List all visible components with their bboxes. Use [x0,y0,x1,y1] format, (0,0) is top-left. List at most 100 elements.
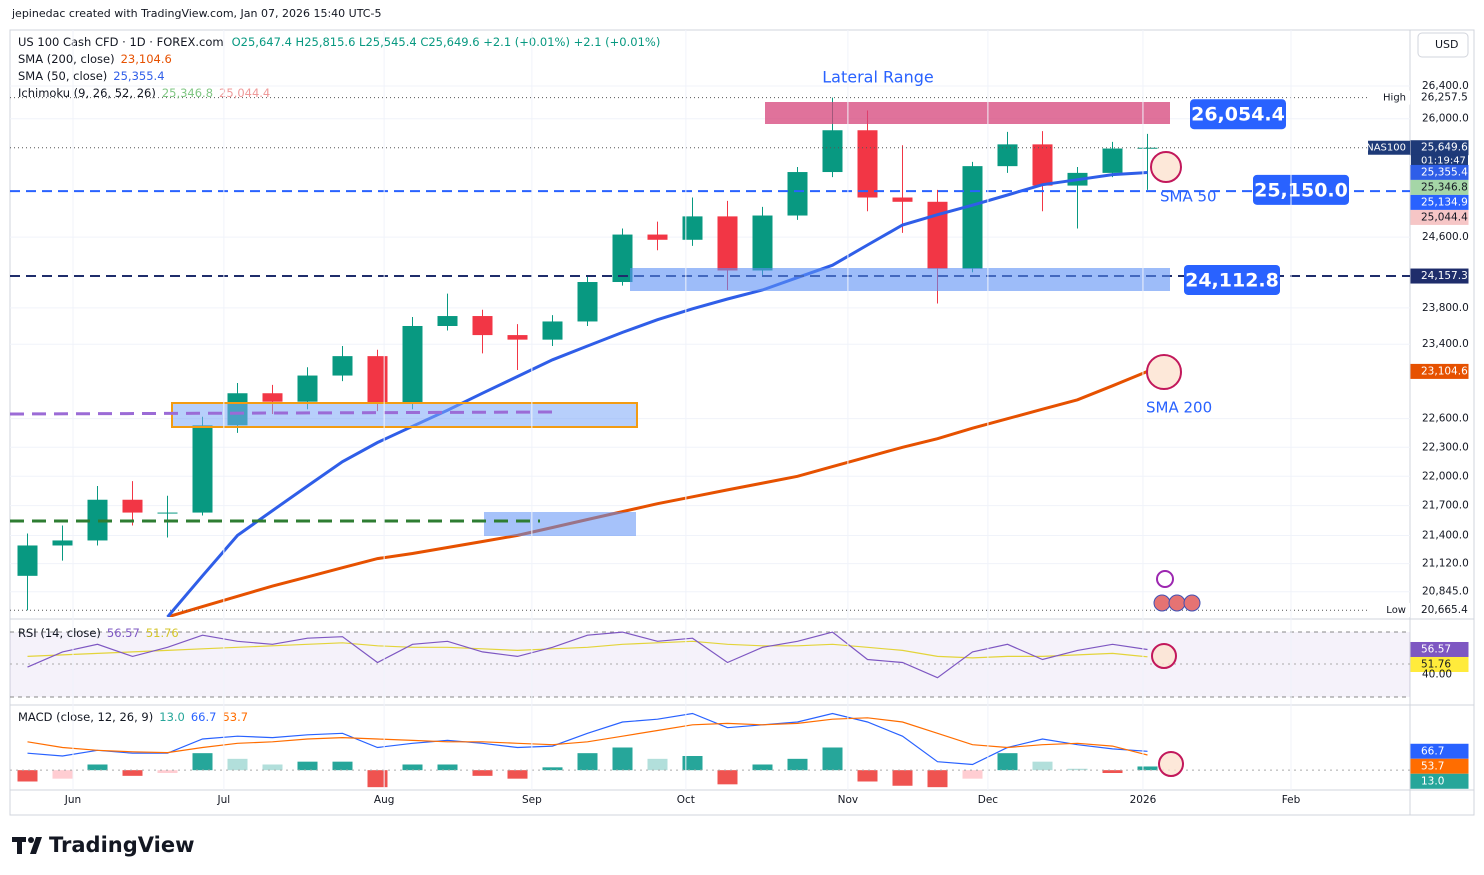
macd-histogram-bar [262,764,283,771]
x-tick-label: Jun [64,794,81,806]
price-tag-label: 25,044.4 [1421,211,1468,223]
macd-histogram-bar [122,770,143,776]
indicator-value: 23,104.6 [121,52,172,66]
macd-histogram-bar [717,770,738,785]
macd-histogram-bar [297,761,318,771]
legend-row: Ichimoku (9, 26, 52, 26) 25,346.8 25,044.4 [18,86,270,100]
event-flag[interactable] [1153,594,1171,612]
tag-caption-bg [1368,90,1410,105]
candle-body [157,512,178,514]
candle-body [262,393,283,402]
price-tag [1410,641,1469,657]
rsi-pane [10,631,1410,698]
legend-row: SMA (50, close) 25,355.4 [18,69,165,83]
level-badge-label: 24,112.8 [1185,269,1279,291]
indicator-name: SMA (50, close) [18,69,107,83]
event-flag[interactable] [1168,594,1186,612]
price-tag-label: 25,346.8 [1421,181,1468,193]
drawings [9,102,1170,536]
highlight-circle [1150,151,1182,183]
highlight-circle [1158,751,1184,777]
candle-body [1137,147,1158,149]
macd-histogram-bar [892,770,913,786]
price-tag-label: 24,157.3 [1421,270,1468,282]
macd-histogram-bar [507,770,528,779]
annotation: Lateral Range [822,68,933,87]
candle-body [962,166,983,269]
macd-histogram-bar [227,758,248,771]
legend-row: MACD (close, 12, 26, 9) 13.0 66.7 53.7 [18,710,248,724]
price-tag [1410,363,1469,379]
candle-body [577,282,598,322]
macd-histogram-bar [367,770,388,788]
tag-sub-bg [1411,154,1468,168]
rsi-line [27,631,1148,679]
overlay: Lateral Range SMA 50 SMA 200 26,054.4 25,… [822,68,1349,777]
indicator-value: 25,355.4 [113,69,164,83]
macd-histogram-bar [962,770,983,779]
macd-histogram-bar [577,753,598,771]
y-tick-label: 26,400.0 [1422,80,1469,92]
macd-histogram-bar [52,770,73,779]
level-badge [1253,174,1349,205]
macd-histogram-bar [647,758,668,771]
macd-histogram-bar [157,770,178,773]
tag-caption: Low [1386,605,1406,616]
logo [30,837,42,854]
y-tick-label: 21,400.0 [1422,529,1469,541]
y-tick-label: 22,000.0 [1422,470,1469,482]
x-tick-label: Aug [374,794,395,806]
macd-line [27,712,1148,766]
y-tick-label: 22,600.0 [1422,413,1469,425]
currency-button[interactable] [1417,32,1469,58]
price-tag-label: 13.0 [1421,775,1444,787]
legend-row: US 100 Cash CFD · 1D · FOREX.com O25,647.… [18,35,660,49]
indicator-value: 66.7 [191,710,217,724]
candle-body [507,335,528,340]
candle-body [857,130,878,198]
candle-body [822,130,843,173]
level-badge [1190,99,1286,130]
candle-body [87,499,108,541]
candle-body [752,215,773,271]
event-flag[interactable] [1183,594,1201,612]
candle-body [472,316,493,336]
y-tick-label: 21,120.0 [1422,558,1469,570]
indicator-name: Ichimoku (9, 26, 52, 26) [18,86,156,100]
candle-body [367,356,388,404]
event-icon[interactable] [1156,570,1174,588]
candle-body [892,197,913,202]
macd-histogram-bar [822,747,843,771]
macd-histogram-bar [752,764,773,771]
tag-caption: High [1383,93,1406,104]
candle-body [17,545,38,576]
level-badge [1184,264,1280,295]
x-tick-label: Oct [677,794,695,806]
price-tag [1410,179,1469,195]
price-tag-label: 25,134.9 [1421,196,1468,208]
x-tick-label: Nov [838,794,859,806]
tag-caption-bg [1368,140,1410,155]
zone-box [171,402,638,428]
legend-row: SMA (200, close) 23,104.6 [18,52,172,66]
tag-caption: NAS100 [1366,143,1406,154]
macd-histogram-bar [857,770,878,782]
tag-sub: 01:19:47 [1421,156,1466,167]
annotation: SMA 200 [1146,399,1212,417]
price-tag-label: 25,355.4 [1421,166,1468,178]
macd-histogram-bar [192,753,213,771]
price-tag-label: 53.7 [1421,760,1444,772]
x-tick-label: Feb [1282,794,1301,806]
price-tag [1410,164,1469,180]
level-badge-label: 25,150.0 [1254,179,1348,201]
frame [9,29,1475,816]
price-tag [1410,90,1469,106]
candle-body [542,321,563,340]
candle-body [297,375,318,402]
price-tag-label: 56.57 [1421,643,1451,655]
x-tick-label: 2026 [1130,794,1157,806]
support-box [630,268,1170,291]
level-line [9,410,556,416]
macd-histogram-bar [927,770,948,788]
